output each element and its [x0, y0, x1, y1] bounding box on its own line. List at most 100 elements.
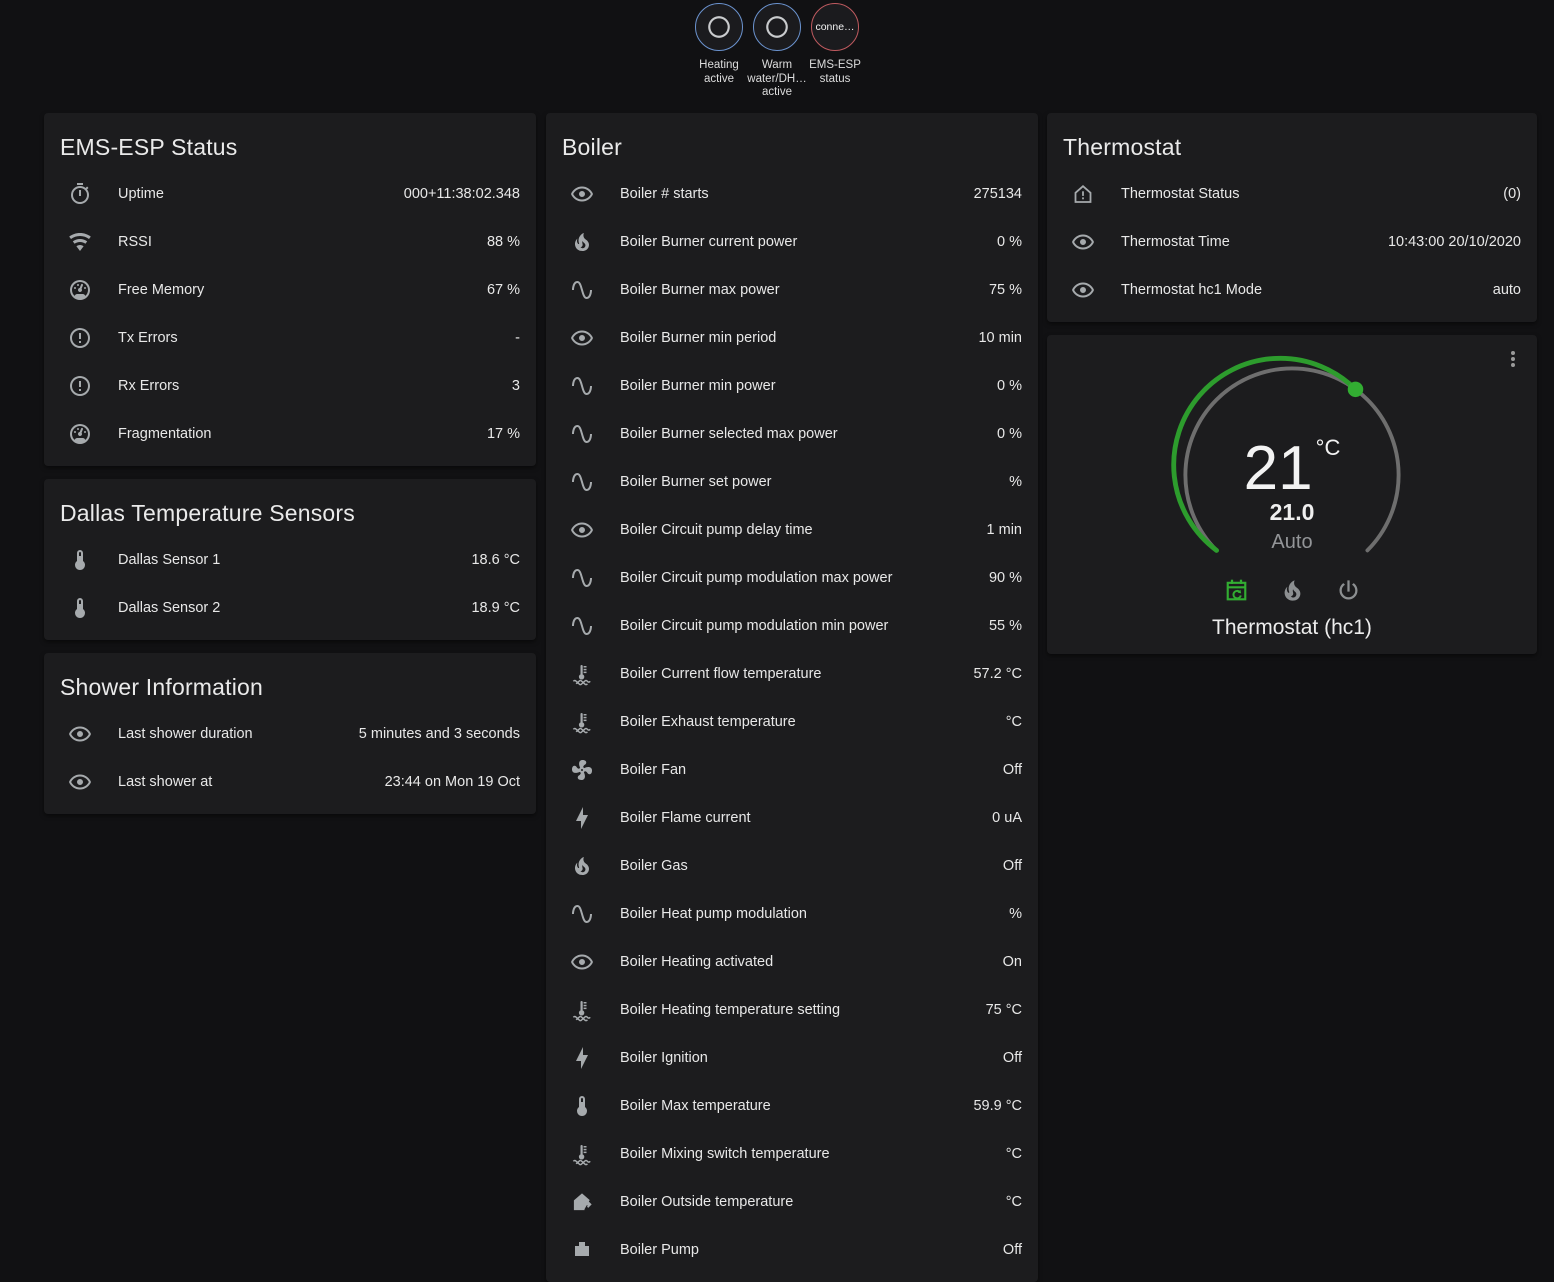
entity-name: Boiler Max temperature [620, 1098, 771, 1114]
entity-value: 10 min [978, 330, 1022, 346]
home-alert-icon [1071, 182, 1095, 206]
entity-row[interactable]: Thermostat Time 10:43:00 20/10/2020 [1047, 218, 1537, 266]
entity-name: Boiler Burner selected max power [620, 426, 838, 442]
entity-name: Last shower duration [118, 726, 253, 742]
entity-row[interactable]: Boiler Circuit pump modulation min power… [546, 602, 1038, 650]
entity-row[interactable]: Boiler Max temperature 59.9 °C [546, 1082, 1038, 1130]
fan-icon [570, 758, 594, 782]
current-temperature: 21 °C [1243, 434, 1341, 503]
entity-row[interactable]: Boiler Burner set power % [546, 458, 1038, 506]
eye-icon [1071, 230, 1095, 254]
wifi-icon [68, 230, 92, 254]
badge-warm-water-active[interactable]: Warm water/DH… active [746, 3, 808, 100]
mode-auto[interactable] [1221, 575, 1251, 605]
entity-row[interactable]: Fragmentation 17 % [44, 410, 536, 458]
entity-row[interactable]: Boiler Burner selected max power 0 % [546, 410, 1038, 458]
entity-row[interactable]: RSSI 88 % [44, 218, 536, 266]
entity-name: Boiler Ignition [620, 1050, 708, 1066]
entity-row[interactable]: Boiler Fan Off [546, 746, 1038, 794]
entity-row[interactable]: Boiler Burner max power 75 % [546, 266, 1038, 314]
sine-wave-icon [570, 902, 594, 926]
mode-off[interactable] [1333, 575, 1363, 605]
entity-row[interactable]: Last shower duration 5 minutes and 3 sec… [44, 710, 536, 758]
badge-label: EMS-ESP status [809, 59, 861, 85]
dots-vertical-icon [1501, 347, 1525, 371]
entity-name: Thermostat Status [1121, 186, 1240, 202]
dial-value-arc [1171, 355, 1358, 553]
entity-row[interactable]: Thermostat Status (0) [1047, 170, 1537, 218]
entity-name: Boiler Current flow temperature [620, 666, 822, 682]
power-icon [1333, 577, 1363, 604]
entity-value: 0 % [997, 234, 1022, 250]
entity-name: Rx Errors [118, 378, 180, 394]
sine-wave-icon [570, 566, 594, 590]
thermometer-icon [68, 596, 92, 620]
entity-row[interactable]: Free Memory 67 % [44, 266, 536, 314]
sine-wave-icon [570, 422, 594, 446]
thermometer-icon [570, 1094, 594, 1118]
entity-row[interactable]: Thermostat hc1 Mode auto [1047, 266, 1537, 314]
entity-value: 1 min [986, 522, 1022, 538]
card-title: Thermostat [1063, 134, 1182, 160]
badge-label: Heating active [699, 59, 739, 85]
entity-value: auto [1492, 282, 1521, 298]
entity-row[interactable]: Boiler Heat pump modulation % [546, 890, 1038, 938]
entity-row[interactable]: Boiler Outside temperature °C [546, 1178, 1038, 1226]
entity-value: 17 % [486, 426, 520, 442]
entity-row[interactable]: Boiler Heating activated On [546, 938, 1038, 986]
badge-ems-esp-status[interactable]: conne… EMS-ESP status [804, 3, 866, 100]
entity-name: Boiler Heating temperature setting [620, 1002, 841, 1018]
entity-row[interactable]: Boiler # starts 275134 [546, 170, 1038, 218]
eye-icon [570, 326, 594, 350]
entity-value: 18.9 °C [471, 600, 520, 616]
entity-row[interactable]: Boiler Gas Off [546, 842, 1038, 890]
entity-row[interactable]: Boiler Current flow temperature 57.2 °C [546, 650, 1038, 698]
mode-buttons [1047, 575, 1537, 605]
entity-row[interactable]: Boiler Circuit pump modulation max power… [546, 554, 1038, 602]
mode-heat[interactable] [1277, 575, 1307, 605]
entity-row[interactable]: Boiler Burner current power 0 % [546, 218, 1038, 266]
entity-value: (0) [1503, 186, 1521, 202]
entity-row[interactable]: Boiler Ignition Off [546, 1034, 1038, 1082]
entity-row[interactable]: Boiler Burner min period 10 min [546, 314, 1038, 362]
entity-row[interactable]: Boiler Exhaust temperature °C [546, 698, 1038, 746]
entity-name: Boiler Circuit pump delay time [620, 522, 813, 538]
entity-name: Boiler Burner set power [620, 474, 772, 490]
entity-value: °C [1005, 1194, 1022, 1210]
card-title: EMS-ESP Status [60, 134, 238, 160]
entity-row[interactable]: Boiler Pump Off [546, 1226, 1038, 1274]
thermostat-name: Thermostat (hc1) [1212, 616, 1372, 639]
entity-row[interactable]: Uptime 000+11:38:02.348 [44, 170, 536, 218]
entity-name: Thermostat Time [1121, 234, 1230, 250]
shower-information-card: Shower Information Last shower duration … [44, 653, 536, 814]
gauge-icon [68, 278, 92, 302]
entity-row[interactable]: Boiler Heating temperature setting 75 °C [546, 986, 1038, 1034]
entity-row[interactable]: Boiler Mixing switch temperature °C [546, 1130, 1038, 1178]
home-export-icon [570, 1190, 594, 1214]
entity-row[interactable]: Dallas Sensor 1 18.6 °C [44, 536, 536, 584]
entity-row[interactable]: Boiler Flame current 0 uA [546, 794, 1038, 842]
eye-icon [570, 182, 594, 206]
thermostat-dial-card: 21 °C 21.0 Auto Thermostat (hc1) [1047, 335, 1537, 654]
badge-heating-active[interactable]: Heating active [688, 3, 750, 100]
entity-value: 75 % [988, 282, 1022, 298]
entity-value: Off [1002, 1050, 1022, 1066]
entity-row[interactable]: Tx Errors - [44, 314, 536, 362]
entity-row[interactable]: Dallas Sensor 2 18.9 °C [44, 584, 536, 632]
entity-row[interactable]: Boiler Circuit pump delay time 1 min [546, 506, 1038, 554]
dial-handle[interactable] [1347, 381, 1364, 398]
entity-row[interactable]: Rx Errors 3 [44, 362, 536, 410]
entity-row[interactable]: Boiler Burner min power 0 % [546, 362, 1038, 410]
entity-rows: Boiler # starts 275134 Boiler Burner cur… [546, 170, 1038, 1274]
entity-name: Boiler Exhaust temperature [620, 714, 796, 730]
entity-value: °C [1005, 1146, 1022, 1162]
entity-name: Last shower at [118, 774, 213, 790]
temperature-unit: °C [1315, 435, 1341, 460]
menu-button[interactable] [1499, 345, 1527, 373]
entity-name: Boiler Heating activated [620, 954, 774, 970]
thermostat-dial [1171, 355, 1401, 553]
entity-rows: Thermostat Status (0) Thermostat Time 10… [1047, 170, 1537, 314]
entity-value: On [1002, 954, 1022, 970]
entity-row[interactable]: Last shower at 23:44 on Mon 19 Oct [44, 758, 536, 806]
mode-label: Auto [1271, 531, 1313, 553]
